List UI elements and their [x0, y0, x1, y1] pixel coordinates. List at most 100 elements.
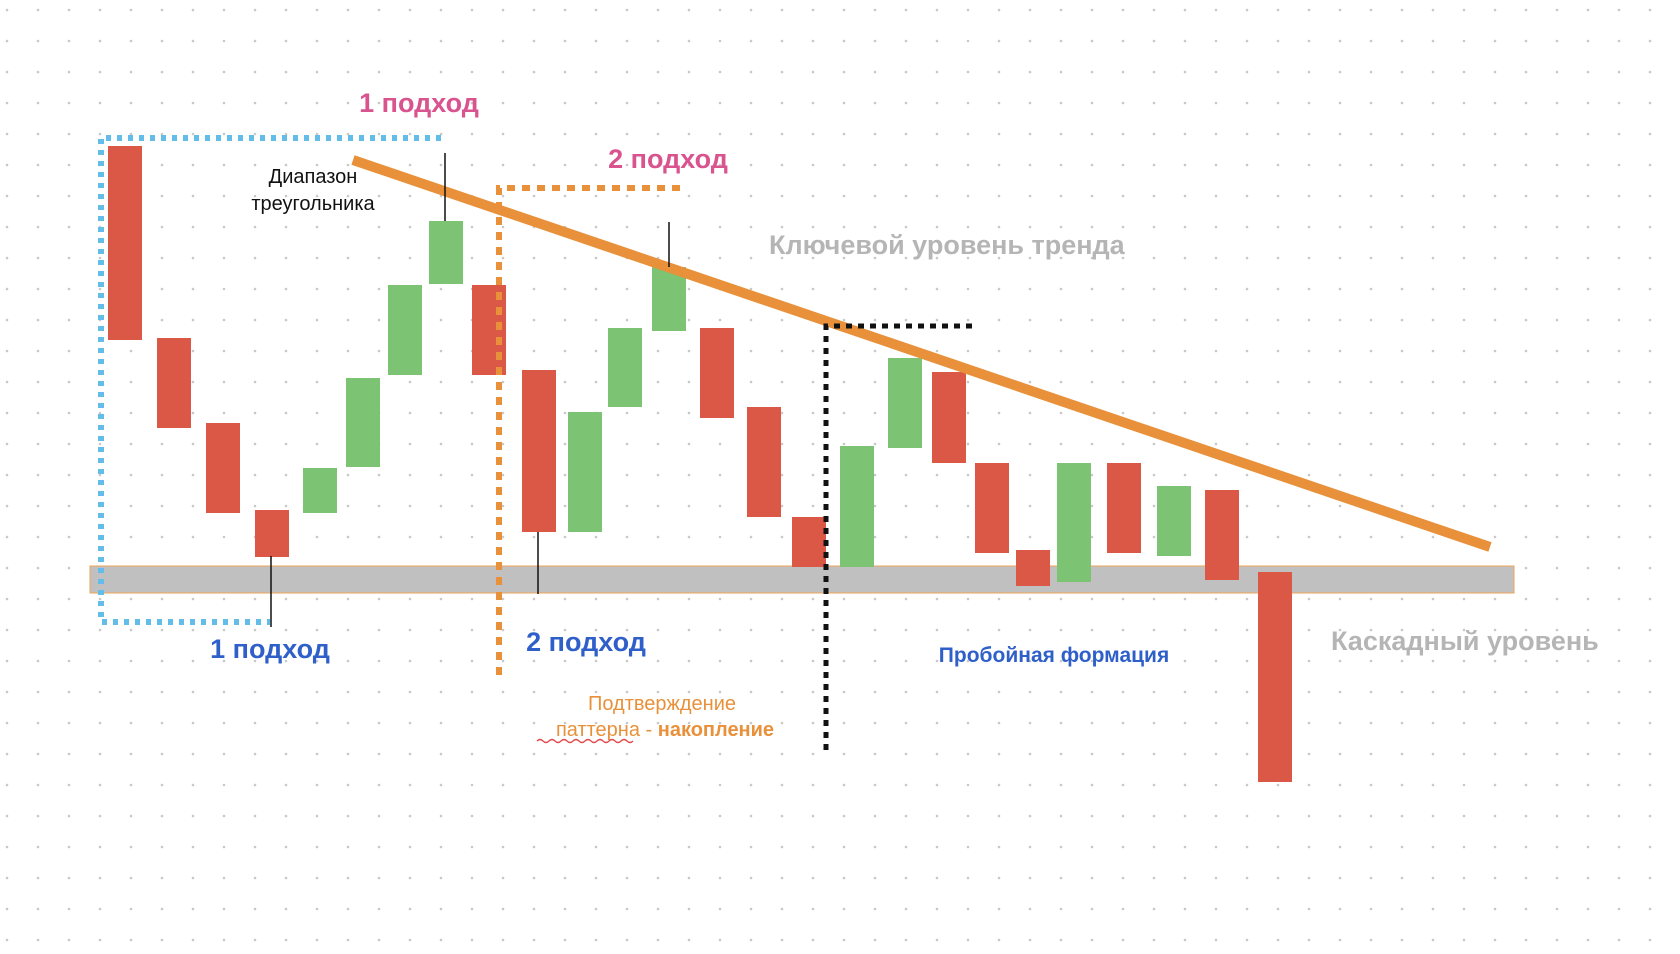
grid-dot	[253, 39, 257, 43]
grid-dot	[935, 845, 939, 849]
grid-dot	[997, 8, 1001, 12]
grid-dot	[1586, 814, 1590, 818]
grid-dot	[36, 876, 40, 880]
grid-dot	[1586, 845, 1590, 849]
grid-dot	[1648, 256, 1652, 260]
grid-dot	[842, 163, 846, 167]
grid-dot	[625, 442, 629, 446]
grid-dot	[594, 535, 598, 539]
grid-dot	[5, 101, 9, 105]
grid-dot	[1214, 442, 1218, 446]
grid-dot	[67, 504, 71, 508]
grid-dot	[408, 70, 412, 74]
grid-dot	[1276, 163, 1280, 167]
grid-dot	[1059, 70, 1063, 74]
grid-dot	[749, 287, 753, 291]
grid-dot	[67, 752, 71, 756]
grid-dot	[129, 814, 133, 818]
grid-dot	[129, 473, 133, 477]
grid-dot	[594, 39, 598, 43]
grid-dot	[439, 814, 443, 818]
grid-dot	[594, 907, 598, 911]
grid-dot	[191, 318, 195, 322]
grid-dot	[904, 597, 908, 601]
grid-dot	[687, 783, 691, 787]
grid-dot	[67, 287, 71, 291]
grid-dot	[563, 163, 567, 167]
grid-dot	[842, 597, 846, 601]
grid-dot	[1431, 256, 1435, 260]
grid-dot	[842, 349, 846, 353]
grid-dot	[687, 814, 691, 818]
bullish-candle	[1057, 463, 1091, 582]
grid-dot	[377, 318, 381, 322]
grid-dot	[253, 628, 257, 632]
grid-dot	[1462, 70, 1466, 74]
grid-dot	[1493, 690, 1497, 694]
grid-dot	[935, 814, 939, 818]
grid-dot	[1555, 194, 1559, 198]
grid-dot	[1152, 845, 1156, 849]
grid-dot	[1648, 318, 1652, 322]
grid-dot	[501, 256, 505, 260]
grid-dot	[36, 163, 40, 167]
grid-dot	[1431, 504, 1435, 508]
grid-dot	[1028, 132, 1032, 136]
grid-dot	[346, 752, 350, 756]
grid-dot	[873, 783, 877, 787]
grid-dot	[1090, 442, 1094, 446]
grid-dot	[1462, 101, 1466, 105]
grid-dot	[563, 721, 567, 725]
grid-dot	[687, 8, 691, 12]
grid-dot	[36, 721, 40, 725]
grid-dot	[656, 504, 660, 508]
grid-dot	[1617, 442, 1621, 446]
grid-dot	[780, 535, 784, 539]
grid-dot	[1028, 349, 1032, 353]
grid-dot	[98, 659, 102, 663]
grid-dot	[284, 845, 288, 849]
grid-dot	[594, 597, 598, 601]
grid-dot	[1214, 70, 1218, 74]
grid-dot	[67, 411, 71, 415]
grid-dot	[1400, 132, 1404, 136]
grid-dot	[1648, 752, 1652, 756]
grid-dot	[129, 938, 133, 942]
grid-dot	[811, 380, 815, 384]
grid-dot	[1152, 783, 1156, 787]
grid-dot	[687, 132, 691, 136]
grid-dot	[656, 628, 660, 632]
grid-dot	[873, 380, 877, 384]
grid-dot	[5, 690, 9, 694]
grid-dot	[1090, 163, 1094, 167]
grid-dot	[1586, 504, 1590, 508]
grid-dot	[842, 845, 846, 849]
grid-dot	[1369, 101, 1373, 105]
grid-dot	[315, 349, 319, 353]
grid-dot	[1648, 473, 1652, 477]
grid-dot	[1183, 752, 1187, 756]
grid-dot	[5, 8, 9, 12]
grid-dot	[284, 163, 288, 167]
grid-dot	[811, 473, 815, 477]
grid-dot	[625, 938, 629, 942]
grid-dot	[718, 752, 722, 756]
grid-dot	[470, 721, 474, 725]
grid-dot	[842, 194, 846, 198]
grid-dot	[377, 8, 381, 12]
grid-dot	[1214, 380, 1218, 384]
grid-dot	[1493, 70, 1497, 74]
grid-dot	[1121, 628, 1125, 632]
grid-dot	[1524, 659, 1528, 663]
grid-dot	[625, 318, 629, 322]
cascade-support-band	[89, 565, 1515, 594]
grid-dot	[160, 473, 164, 477]
grid-dot	[997, 70, 1001, 74]
grid-dot	[1524, 287, 1528, 291]
bearish-candle	[206, 423, 240, 513]
grid-dot	[36, 473, 40, 477]
grid-dot	[191, 473, 195, 477]
grid-dot	[687, 380, 691, 384]
grid-dot	[1152, 814, 1156, 818]
grid-dot	[315, 39, 319, 43]
